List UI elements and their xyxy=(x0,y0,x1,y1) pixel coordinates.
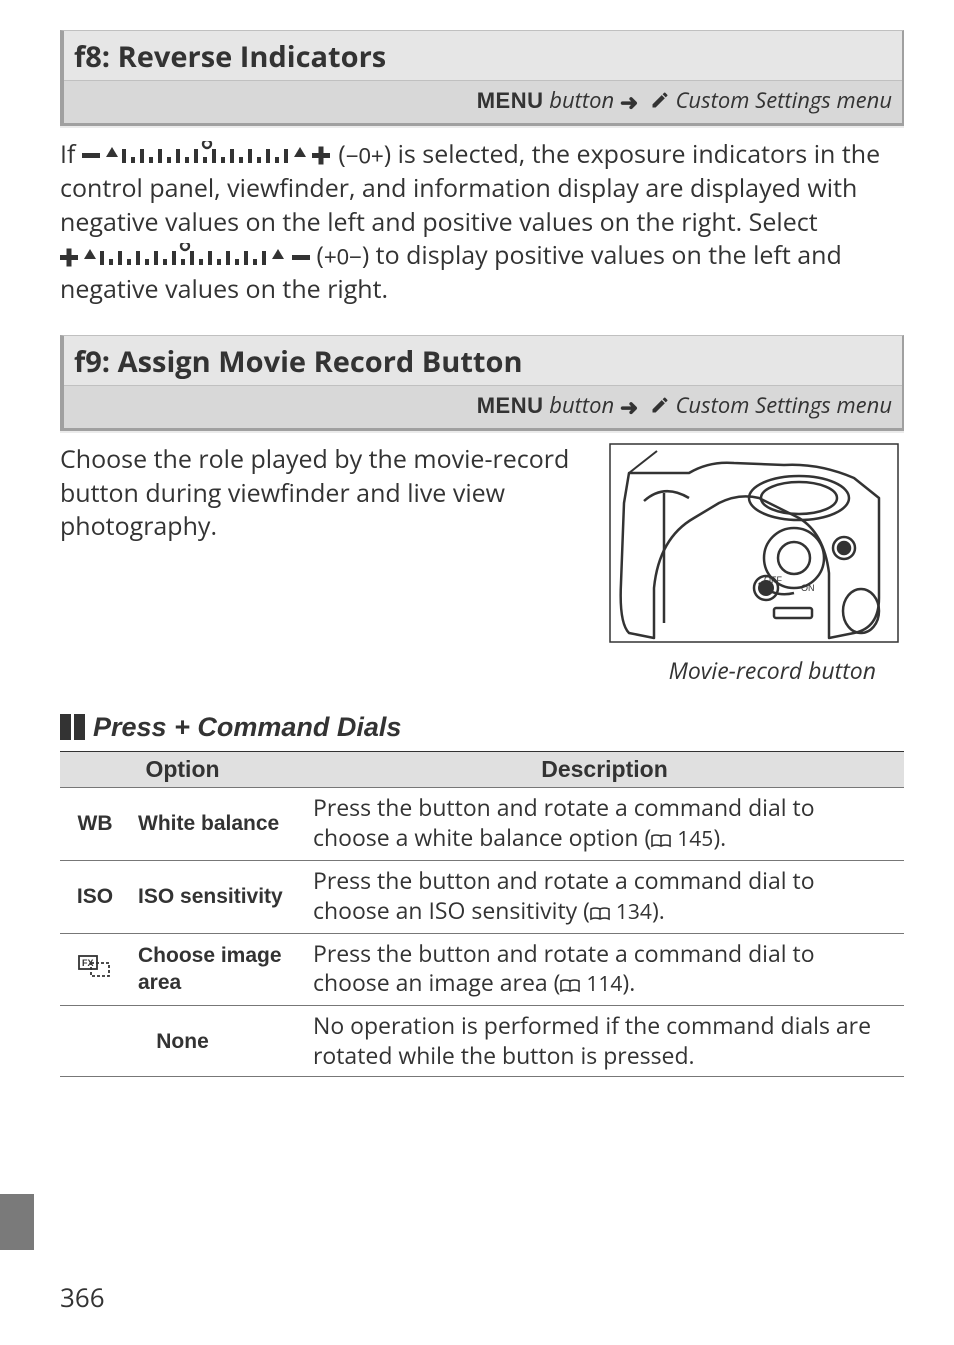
menu-text-after: Custom Settings menu xyxy=(670,85,892,115)
row-desc: Press the button and rotate a command di… xyxy=(305,933,904,1006)
row-desc: Press the button and rotate a command di… xyxy=(305,787,904,860)
press-dials-heading-text: Press + Command Dials xyxy=(93,712,401,743)
image-area-icon: FX xyxy=(60,933,130,1006)
book-icon xyxy=(590,898,610,928)
book-icon xyxy=(651,825,671,855)
press-dials-heading: Press + Command Dials xyxy=(60,712,904,743)
menu-label: MENU xyxy=(477,88,544,113)
menu-text-after: Custom Settings menu xyxy=(670,390,892,420)
pencil-icon xyxy=(650,392,670,422)
f8-text-1: If xyxy=(60,137,82,171)
f8-text-2: ( xyxy=(338,137,345,171)
section-header-f8: f8: Reverse Indicators MENU button ➜ Cus… xyxy=(60,30,904,126)
section-title-f9: f9: Assign Movie Record Button xyxy=(64,336,902,386)
menu-text-before: button xyxy=(544,85,620,115)
row-desc: Press the button and rotate a command di… xyxy=(305,860,904,933)
row-label: White balance xyxy=(130,787,305,860)
iso-icon: ISO xyxy=(60,860,130,933)
options-table: Option Description WB White balance Pres… xyxy=(60,751,904,1077)
f8-body-text: If (−0+) is selected, the exposure indic… xyxy=(60,138,904,307)
row-label: Choose image area xyxy=(130,933,305,1006)
section-header-f9: f9: Assign Movie Record Button MENU butt… xyxy=(60,335,904,431)
scale-value-1: −0+ xyxy=(346,144,384,169)
f9-body-text: Choose the role played by the movie-reco… xyxy=(60,443,584,544)
section-menu-path-f9: MENU button ➜ Custom Settings menu xyxy=(64,386,902,428)
menu-text-before: button xyxy=(544,390,620,420)
table-row: None No operation is performed if the co… xyxy=(60,1006,904,1077)
section-menu-path-f8: MENU button ➜ Custom Settings menu xyxy=(64,81,902,123)
camera-caption: Movie-record button xyxy=(60,654,904,686)
f8-text-4: ( xyxy=(317,238,324,272)
book-icon xyxy=(560,970,580,1000)
col-description: Description xyxy=(305,751,904,787)
section-title-f8: f8: Reverse Indicators xyxy=(64,31,902,81)
table-row: ISO ISO sensitivity Press the button and… xyxy=(60,860,904,933)
indicator-plus-minus-icon xyxy=(60,243,310,273)
pencil-icon xyxy=(650,87,670,117)
wb-icon: WB xyxy=(60,787,130,860)
camera-illustration-wrap: OFF ON xyxy=(604,443,904,648)
camera-illustration-icon: OFF ON xyxy=(609,443,899,643)
side-tab-icon xyxy=(0,1194,34,1250)
page-number: 366 xyxy=(60,1279,105,1315)
row-label: ISO sensitivity xyxy=(130,860,305,933)
arrow-right-icon: ➜ xyxy=(620,87,638,117)
arrow-right-icon: ➜ xyxy=(620,392,638,422)
f9-content-row: Choose the role played by the movie-reco… xyxy=(60,443,904,648)
table-header-row: Option Description xyxy=(60,751,904,787)
heading-bars-icon xyxy=(60,714,85,740)
scale-value-2: +0− xyxy=(324,245,362,270)
row-desc: No operation is performed if the command… xyxy=(305,1006,904,1077)
table-row: FX Choose image area Press the button an… xyxy=(60,933,904,1006)
row-label-none: None xyxy=(60,1006,305,1077)
table-row: WB White balance Press the button and ro… xyxy=(60,787,904,860)
col-option: Option xyxy=(60,751,305,787)
indicator-minus-plus-icon xyxy=(82,141,332,171)
menu-label: MENU xyxy=(477,393,544,418)
svg-text:ON: ON xyxy=(801,583,815,593)
